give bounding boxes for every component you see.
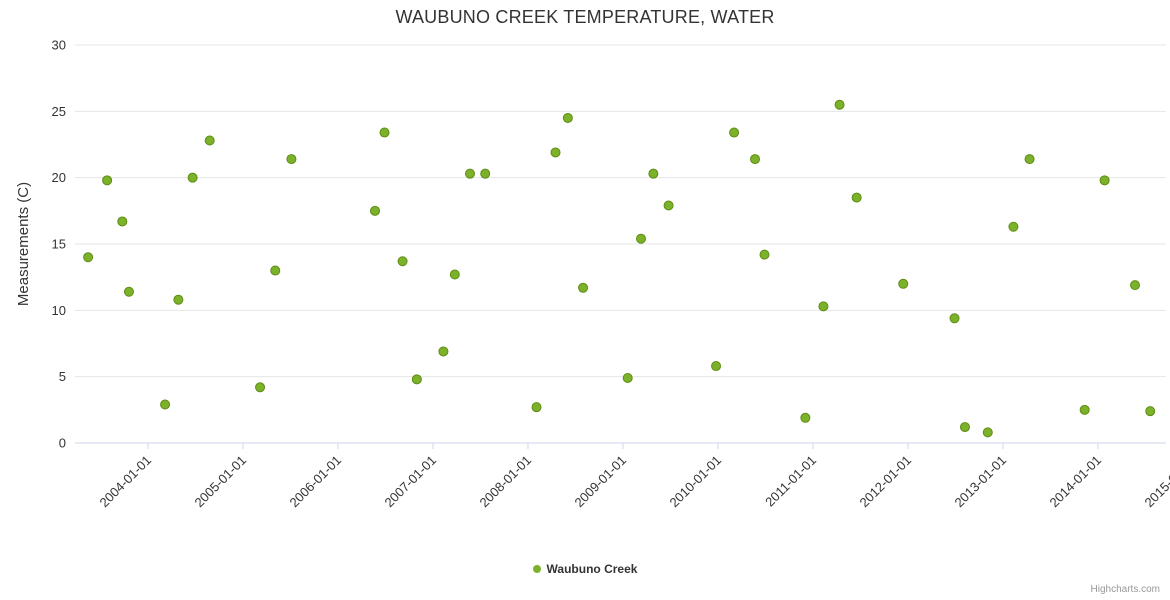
data-point[interactable]: [982, 427, 993, 438]
data-point[interactable]: [370, 205, 381, 216]
legend-label: Waubuno Creek: [546, 562, 638, 576]
data-point[interactable]: [578, 282, 589, 293]
data-point[interactable]: [750, 154, 761, 165]
data-point[interactable]: [636, 233, 647, 244]
data-point[interactable]: [818, 301, 829, 312]
data-point[interactable]: [949, 313, 960, 324]
data-point[interactable]: [851, 192, 862, 203]
data-point[interactable]: [438, 346, 449, 357]
x-tick-label: 2013-01-01: [951, 453, 1009, 511]
x-tick-label: 2004-01-01: [96, 453, 154, 511]
highcharts-credit[interactable]: Highcharts.com: [1090, 584, 1160, 595]
y-tick-label: 25: [52, 104, 66, 119]
data-point[interactable]: [1145, 406, 1156, 417]
data-point[interactable]: [160, 399, 171, 410]
data-point[interactable]: [800, 412, 811, 423]
data-point[interactable]: [123, 286, 134, 297]
data-point[interactable]: [1099, 175, 1110, 186]
data-point[interactable]: [286, 154, 297, 165]
x-tick-label: 2007-01-01: [381, 453, 439, 511]
y-tick-label: 20: [52, 170, 66, 185]
data-point[interactable]: [397, 256, 408, 267]
x-tick-label: 2005-01-01: [191, 453, 249, 511]
data-point[interactable]: [173, 294, 184, 305]
y-tick-label: 5: [59, 369, 66, 384]
x-tick-label: 2012-01-01: [856, 453, 914, 511]
data-point[interactable]: [759, 249, 770, 260]
x-tick-label: 2015-01-01: [1141, 453, 1170, 511]
data-point[interactable]: [550, 147, 561, 158]
data-point[interactable]: [898, 278, 909, 289]
data-point[interactable]: [834, 99, 845, 110]
data-point[interactable]: [1024, 154, 1035, 165]
data-point[interactable]: [711, 361, 722, 372]
data-point[interactable]: [531, 402, 542, 413]
data-point[interactable]: [663, 200, 674, 211]
x-tick-label: 2011-01-01: [762, 453, 819, 510]
data-point[interactable]: [1008, 221, 1019, 232]
data-point[interactable]: [411, 374, 422, 385]
x-tick-label: 2009-01-01: [571, 453, 629, 511]
data-point[interactable]: [729, 127, 740, 138]
data-point[interactable]: [465, 168, 476, 179]
x-tick-label: 2006-01-01: [286, 453, 344, 511]
y-tick-label: 0: [59, 436, 66, 451]
y-tick-label: 30: [52, 38, 66, 53]
x-tick-label: 2008-01-01: [476, 453, 534, 511]
data-point[interactable]: [449, 269, 460, 280]
data-point[interactable]: [1079, 404, 1090, 415]
data-point[interactable]: [959, 422, 970, 433]
data-point[interactable]: [187, 172, 198, 183]
legend-item[interactable]: Waubuno Creek: [0, 562, 1170, 576]
x-tick-label: 2014-01-01: [1046, 453, 1104, 511]
data-point[interactable]: [480, 168, 491, 179]
data-point[interactable]: [255, 382, 266, 393]
chart-title: WAUBUNO CREEK TEMPERATURE, WATER: [395, 7, 775, 27]
data-point[interactable]: [102, 175, 113, 186]
legend-marker-icon: [532, 565, 541, 573]
data-point[interactable]: [83, 252, 94, 263]
data-point[interactable]: [1130, 280, 1141, 291]
y-tick-label: 10: [52, 303, 66, 318]
data-point[interactable]: [622, 372, 633, 383]
x-tick-label: 2010-01-01: [666, 453, 724, 511]
data-point[interactable]: [562, 112, 573, 123]
data-point[interactable]: [117, 216, 128, 227]
data-point[interactable]: [270, 265, 281, 276]
y-tick-label: 15: [52, 237, 66, 252]
data-point[interactable]: [379, 127, 390, 138]
data-point[interactable]: [648, 168, 659, 179]
data-point[interactable]: [204, 135, 215, 146]
